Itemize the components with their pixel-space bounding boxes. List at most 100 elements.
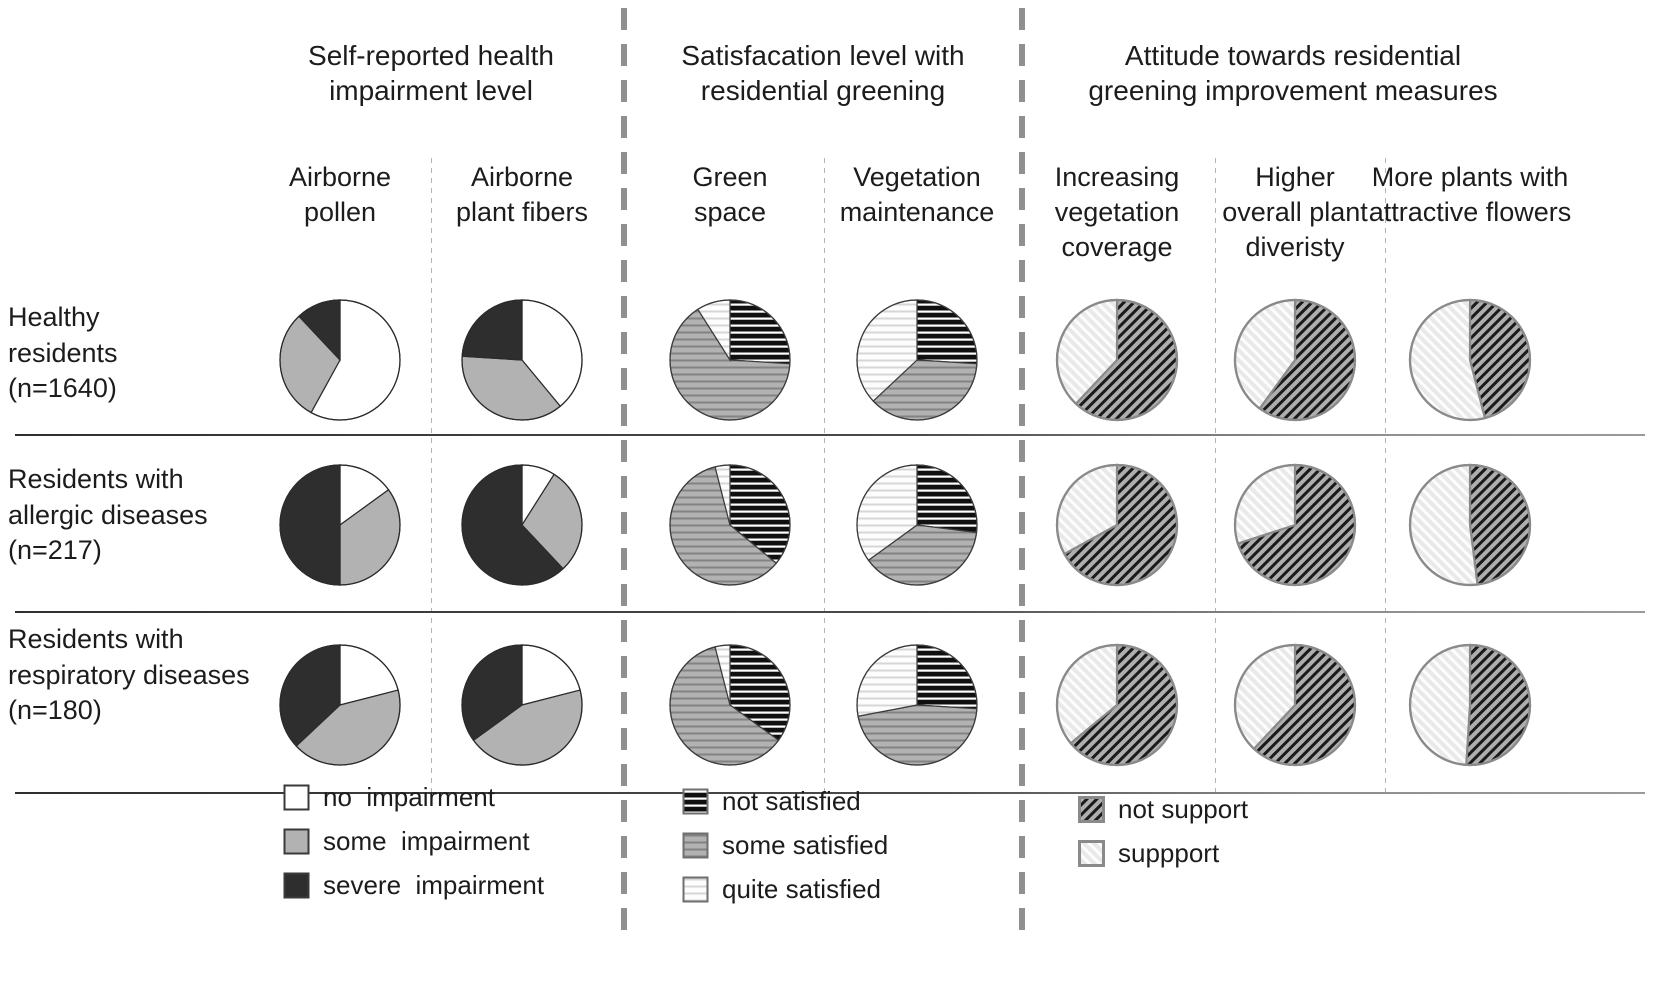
row-label: Residents with respiratory diseases (n=1… [8,624,250,726]
column-label: Green space [692,162,768,228]
pie-slice [916,644,978,710]
pie-chart [279,644,401,766]
group-title: Satisfacation level with residential gre… [681,40,965,106]
pie-slice [857,704,978,766]
pie-slice [856,644,918,717]
pie-slice [279,464,341,586]
group-separator [1019,8,1025,936]
pie-chart [1408,463,1532,587]
pie-slice [916,464,978,534]
pie-chart [1055,643,1179,767]
pie-outline [279,464,401,586]
column-label: Airborne plant fibers [455,162,589,228]
pie-chart [669,644,791,766]
pie-outline [1055,298,1179,422]
pie-chart [1233,298,1357,422]
legend-item: severe impairment [283,868,544,903]
legend-item: some impairment [283,824,544,859]
column-label: Increasing vegetation coverage [1054,162,1180,263]
legend-item: no impairment [283,780,544,815]
row-line [15,792,1645,794]
pie-outline [669,299,791,421]
row-label: Residents with allergic diseases (n=217) [8,464,208,566]
pie-outline [461,644,583,766]
group-title: Self-reported health impairment level [308,40,554,106]
row-line [15,611,1645,613]
solid-gray-swatch [283,828,310,855]
pie-chart [461,299,583,421]
pie-chart [1233,463,1357,587]
group-separator [621,8,627,936]
pie-chart [856,464,978,586]
column-separator [824,158,825,792]
pie-outline [1408,463,1532,587]
pie-chart [856,299,978,421]
pie-outline [1233,298,1357,422]
pie-chart [279,299,401,421]
pie-chart [1055,298,1179,422]
legend-label: no impairment [323,782,495,812]
pie-outline [669,464,791,586]
legend-item: not support [1078,792,1248,827]
pie-chart [1055,463,1179,587]
row-line [15,434,1645,436]
column-label: Vegetation maintenance [839,162,995,228]
pie-chart [1233,643,1357,767]
hatch-dark-swatch [1078,796,1105,823]
column-separator [1385,158,1386,792]
legend-label: severe impairment [323,870,545,900]
solid-white-swatch [283,784,310,811]
pie-chart [1408,643,1532,767]
pie-slice [1408,463,1479,587]
legend-item: some satisfied [682,828,888,863]
pie-slice [729,299,791,365]
legend-label: suppport [1118,838,1220,868]
stripe-black-swatch [682,788,709,815]
column-separator [1215,158,1216,792]
pie-outline [461,464,583,586]
pie-outline [279,644,401,766]
pie-outline [1233,463,1357,587]
pie-chart [1408,298,1532,422]
column-label: Higher overall plant diveristy [1222,162,1368,263]
solid-dark-swatch [283,872,310,899]
legend: no impairment some impairment severe impai… [283,780,544,903]
legend-label: not support [1118,794,1249,824]
stripe-gray-swatch [682,832,709,859]
pie-chart [856,644,978,766]
column-separator [431,158,432,792]
stripe-light-swatch [682,876,709,903]
pie-outline [1233,643,1357,767]
pie-chart [461,644,583,766]
group-title: Attitude towards residential greening im… [1088,40,1498,106]
pie-slice [916,299,978,365]
legend-item: not satisfied [682,784,888,819]
pie-slice [1465,643,1532,767]
pie-outline [1055,643,1179,767]
pie-slice [1408,643,1472,767]
pie-outline [856,299,978,421]
legend: not satisfied some satisfied quite satisfi… [682,784,888,907]
legend-label: some impairment [323,826,530,856]
legend-item: suppport [1078,836,1248,871]
pie-slice [461,299,523,361]
legend-item: quite satisfied [682,872,888,907]
legend-label: not satisfied [722,786,861,816]
pie-outline [1408,643,1532,767]
pie-outline [856,464,978,586]
column-label: More plants with attractive flowers [1368,162,1572,228]
pie-chart [279,464,401,586]
pie-chart [669,464,791,586]
pie-chart [461,464,583,586]
pie-outline [669,644,791,766]
legend-label: some satisfied [722,830,889,860]
pie-chart [669,299,791,421]
pie-outline [461,299,583,421]
pie-outline [279,299,401,421]
pie-outline [1055,463,1179,587]
hatch-light-swatch [1078,840,1105,867]
legend-label: quite satisfied [722,874,881,904]
pie-outline [1408,298,1532,422]
pie-slice [1468,463,1532,586]
